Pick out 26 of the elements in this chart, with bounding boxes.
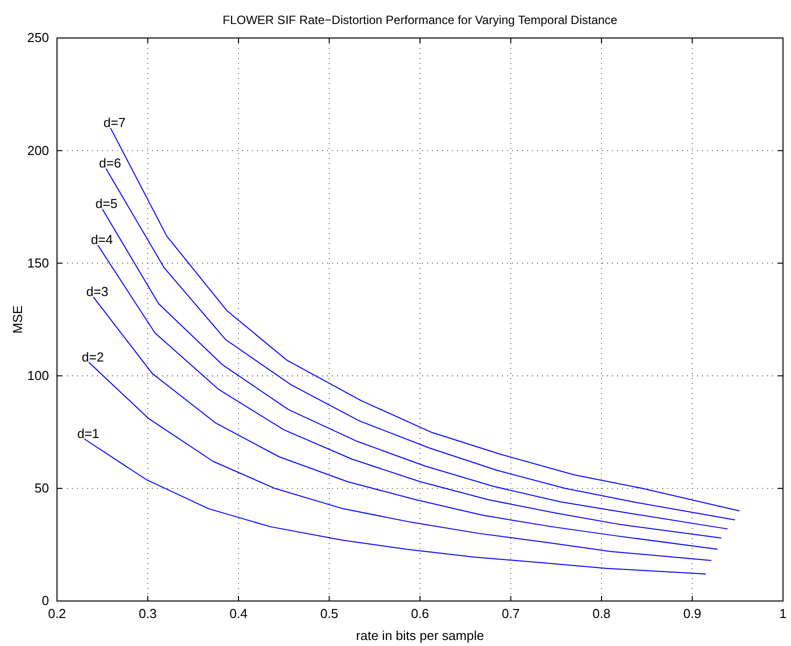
y-tick-label: 250 [27,30,49,46]
y-tick-label: 50 [34,480,49,496]
y-tick-label: 0 [42,593,49,608]
x-tick-label: 1 [779,606,787,622]
x-axis-title: rate in bits per sample [356,628,484,643]
x-tick-label: 0.6 [410,606,430,622]
x-tick-label: 0.4 [229,606,248,622]
series-label: d=2 [82,349,104,364]
series-label: d=3 [86,284,108,299]
y-tick-label: 150 [27,255,49,270]
y-axis-title: MSE [10,305,25,334]
line-series [84,438,706,574]
chart-title: FLOWER SIF Rate−Distortion Performance for Varying Temporal Distance [222,13,618,27]
x-tick-label: 0.8 [592,606,611,622]
series-label: d=5 [95,196,118,212]
y-tick-label: 100 [27,368,49,383]
series-label: d=6 [99,156,122,171]
y-tick-label: 200 [27,142,49,158]
x-tick-label: 0.3 [138,606,157,622]
series-label: d=1 [77,426,100,441]
series-label: d=7 [104,115,126,130]
x-tick-label: 0.2 [48,606,66,622]
x-tick-label: 0.7 [502,606,520,622]
series-label: d=4 [90,232,113,248]
x-tick-label: 0.9 [683,606,702,622]
x-tick-label: 0.5 [320,606,338,622]
